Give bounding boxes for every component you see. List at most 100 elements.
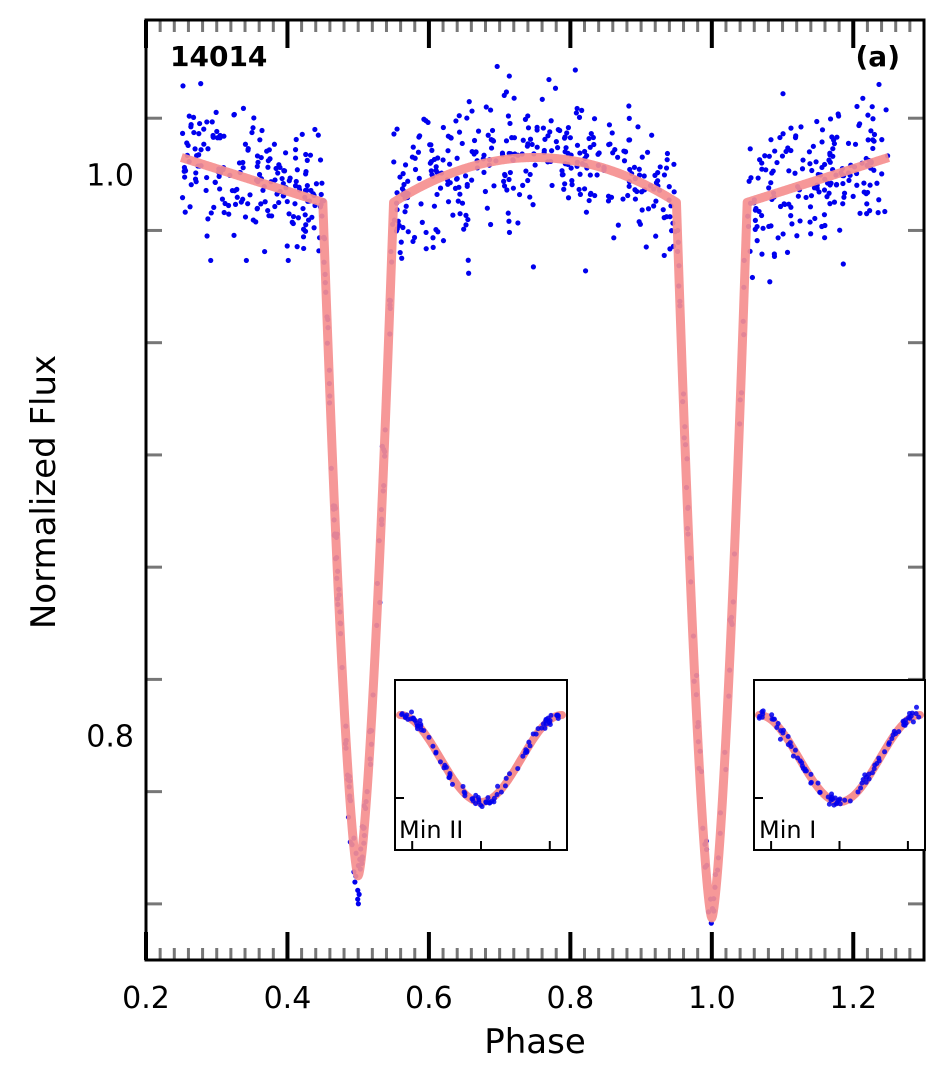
data-point xyxy=(565,195,572,201)
data-point xyxy=(660,207,666,213)
data-point xyxy=(469,177,475,183)
inset-data-point xyxy=(913,711,919,717)
data-point xyxy=(286,178,292,184)
inset-data-point xyxy=(825,794,831,800)
y-tick-label: 1.0 xyxy=(86,158,134,193)
data-point xyxy=(854,182,860,188)
data-point xyxy=(391,159,397,165)
data-point xyxy=(612,146,618,153)
axis-ticks xyxy=(144,20,926,960)
data-point xyxy=(661,252,667,259)
data-point xyxy=(455,198,461,204)
inset-data-point xyxy=(785,733,791,739)
data-point xyxy=(179,130,186,136)
data-point xyxy=(569,182,575,188)
data-point xyxy=(485,132,491,138)
data-point xyxy=(822,161,828,168)
data-point xyxy=(755,175,761,181)
data-point xyxy=(781,201,787,207)
data-point xyxy=(788,213,794,219)
data-point xyxy=(559,168,565,174)
data-point xyxy=(792,135,799,141)
data-point xyxy=(205,146,211,152)
data-point xyxy=(789,221,795,227)
data-point xyxy=(874,180,880,186)
data-point xyxy=(437,185,444,191)
data-point xyxy=(666,184,672,190)
data-point xyxy=(525,177,531,184)
model-curve xyxy=(177,152,893,923)
data-point xyxy=(221,209,227,216)
inset-data-point xyxy=(475,795,481,801)
data-point xyxy=(305,217,312,223)
inset-data-point xyxy=(769,712,775,718)
inset-min-ii-frame xyxy=(394,679,568,851)
data-point xyxy=(448,134,454,141)
data-point xyxy=(661,172,668,178)
data-point xyxy=(584,152,590,159)
data-point xyxy=(182,209,188,215)
data-point xyxy=(284,198,290,205)
inset-data-point xyxy=(833,801,839,807)
data-point xyxy=(250,125,256,131)
inset-data-point xyxy=(449,781,455,787)
data-point xyxy=(821,212,828,218)
data-point xyxy=(300,205,306,212)
data-point xyxy=(841,190,848,196)
inset-data-point xyxy=(483,799,489,805)
data-point xyxy=(410,238,416,245)
data-point xyxy=(774,159,780,166)
inset-min-ii-ticks xyxy=(395,797,551,850)
data-point xyxy=(821,187,828,193)
data-point xyxy=(179,195,186,201)
data-point xyxy=(264,148,270,154)
data-point xyxy=(766,153,772,159)
data-point xyxy=(777,134,783,141)
inset-data-point xyxy=(503,775,509,781)
data-point xyxy=(591,116,598,122)
data-point xyxy=(545,133,551,139)
data-point xyxy=(427,142,433,148)
data-point xyxy=(292,147,299,153)
data-point xyxy=(772,148,778,154)
data-point xyxy=(752,217,758,223)
inset-data-point xyxy=(799,760,805,766)
data-point xyxy=(626,115,632,121)
data-point xyxy=(882,208,888,215)
data-point xyxy=(180,83,186,89)
inset-data-point xyxy=(485,795,491,801)
data-point xyxy=(563,145,569,151)
data-point xyxy=(303,168,309,175)
data-point xyxy=(412,166,419,173)
data-point xyxy=(586,197,592,204)
data-point xyxy=(425,119,431,126)
inset-data-point xyxy=(547,718,553,724)
data-point xyxy=(515,220,521,226)
data-point xyxy=(475,128,482,134)
data-point xyxy=(752,226,758,232)
data-point xyxy=(463,222,469,228)
inset-data-point xyxy=(494,792,500,798)
data-point xyxy=(562,181,568,187)
data-point xyxy=(671,189,677,195)
data-point xyxy=(208,257,214,264)
data-point xyxy=(569,178,575,184)
data-point xyxy=(645,206,652,212)
data-point xyxy=(250,217,256,223)
inset-data-point xyxy=(522,750,528,756)
data-point xyxy=(192,176,199,182)
data-point xyxy=(621,158,628,164)
data-point xyxy=(488,145,495,151)
data-point xyxy=(249,129,255,136)
data-point xyxy=(217,135,223,141)
data-point xyxy=(417,133,423,139)
data-point xyxy=(245,146,251,152)
data-point xyxy=(754,238,760,244)
data-point xyxy=(192,146,198,152)
data-point xyxy=(819,139,825,145)
inset-data-point xyxy=(535,726,541,732)
data-point xyxy=(242,214,249,220)
inset-data-point xyxy=(826,801,832,807)
data-point xyxy=(254,163,260,170)
data-point xyxy=(505,210,511,216)
